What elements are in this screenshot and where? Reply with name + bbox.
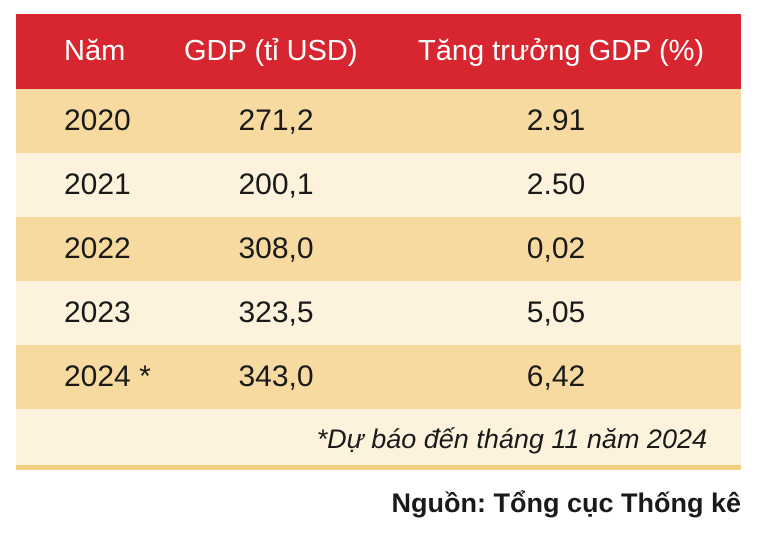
gdp-cell: 200,1 — [238, 168, 314, 201]
header-growth: Tăng trưởng GDP (%) — [418, 35, 705, 67]
growth-cell: 2.50 — [526, 168, 586, 201]
year-cell: 2021 — [64, 168, 131, 201]
header-year: Năm — [64, 35, 126, 67]
growth-cell: 2.91 — [526, 104, 586, 137]
gdp-cell: 343,0 — [238, 360, 314, 393]
table-row: 2020 271,2 2.91 — [16, 89, 741, 153]
year-cell: 2024 * — [64, 360, 151, 393]
gdp-table: Năm GDP (tỉ USD) Tăng trưởng GDP (%) 202… — [16, 14, 741, 470]
table-row: 2024 * 343,0 6,42 — [16, 345, 741, 409]
year-cell: 2022 — [64, 232, 131, 265]
gdp-cell: 271,2 — [238, 104, 314, 137]
gdp-cell: 308,0 — [238, 232, 314, 265]
table-header: Năm GDP (tỉ USD) Tăng trưởng GDP (%) — [16, 14, 741, 89]
source-credit: Nguồn: Tổng cục Thống kê — [391, 488, 741, 518]
growth-cell: 6,42 — [526, 360, 586, 393]
year-cell: 2023 — [64, 296, 131, 329]
table-row: 2023 323,5 5,05 — [16, 281, 741, 345]
forecast-note-row: *Dự báo đến tháng 11 năm 2024 — [16, 409, 741, 470]
growth-cell: 0,02 — [526, 232, 586, 265]
header-gdp: GDP (tỉ USD) — [184, 35, 358, 67]
growth-cell: 5,05 — [526, 296, 586, 329]
gdp-cell: 323,5 — [238, 296, 314, 329]
forecast-note: *Dự báo đến tháng 11 năm 2024 — [316, 424, 707, 454]
table-row: 2021 200,1 2.50 — [16, 153, 741, 217]
year-cell: 2020 — [64, 104, 131, 137]
table-bottom-border — [16, 465, 741, 470]
table-row: 2022 308,0 0,02 — [16, 217, 741, 281]
